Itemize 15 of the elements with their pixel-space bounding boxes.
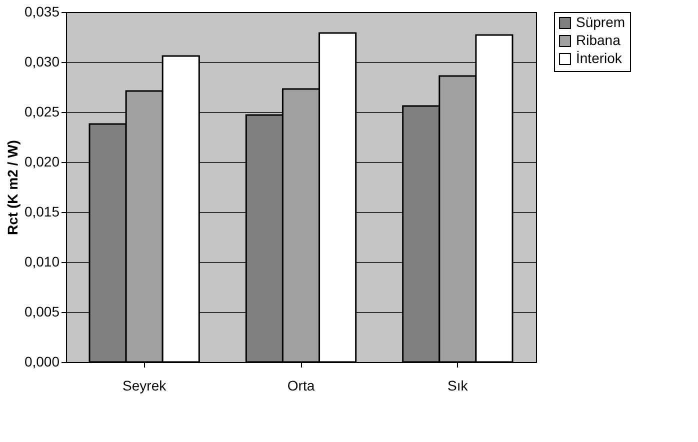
y-tick-label: 0,010 (24, 254, 60, 270)
y-tick-label: 0,020 (24, 154, 60, 170)
x-tick-label: Sık (448, 378, 469, 394)
y-axis-title: Rct (K m2 / W) (4, 140, 20, 235)
legend-label: Süprem (576, 14, 626, 30)
legend-label: İnteriok (576, 50, 623, 66)
y-tick-label: 0,015 (24, 204, 60, 220)
legend-label: Ribana (576, 32, 621, 48)
y-tick-label: 0,025 (24, 104, 60, 120)
y-tick-label: 0,030 (24, 54, 60, 70)
y-tick-label: 0,005 (24, 304, 60, 320)
x-tick-label: Seyrek (122, 378, 168, 394)
x-tick-label: Orta (287, 378, 315, 394)
y-tick-label: 0,000 (24, 354, 60, 370)
y-tick-label: 0,035 (24, 4, 60, 20)
